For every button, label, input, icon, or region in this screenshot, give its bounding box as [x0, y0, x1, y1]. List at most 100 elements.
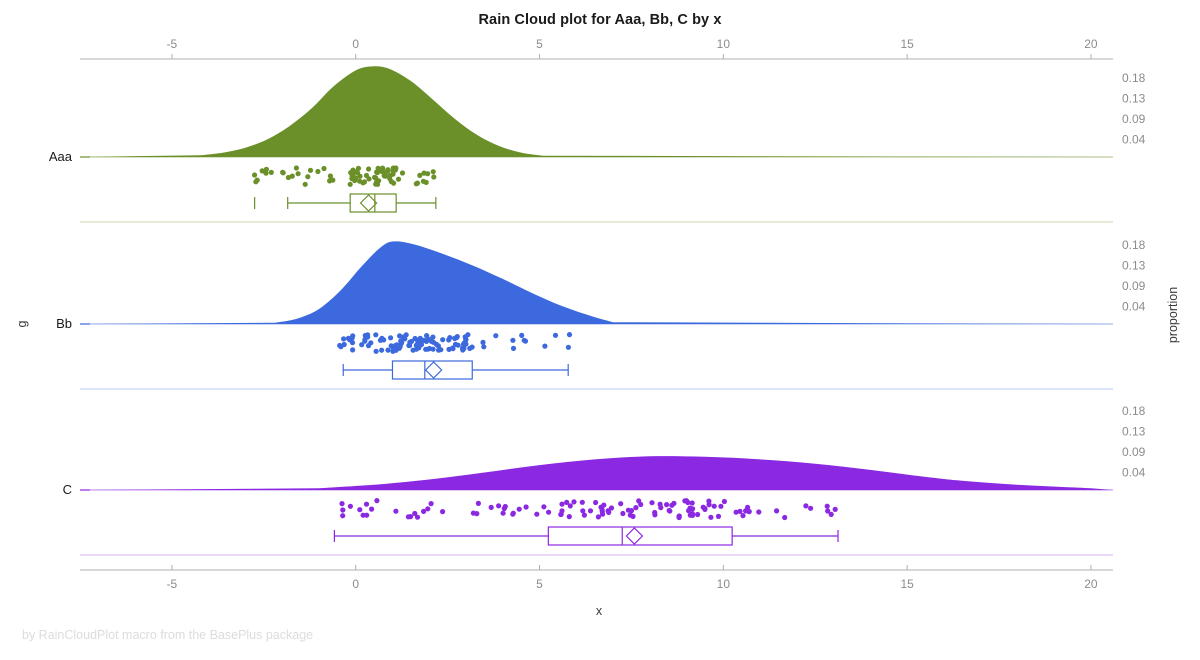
rain-dot — [363, 501, 370, 507]
group-axis-label: Bb — [56, 316, 72, 331]
rain-dot — [385, 167, 391, 173]
rain-dot — [398, 338, 404, 344]
rain-dot — [347, 181, 353, 187]
rain-dot — [263, 170, 269, 176]
rain-dot — [658, 505, 664, 511]
x-tick-label: 20 — [1084, 37, 1098, 51]
rain-dot — [374, 498, 380, 504]
x-tick-label: 0 — [352, 37, 359, 51]
rain-dot — [349, 335, 355, 341]
mean-diamond-marker — [424, 361, 443, 379]
rain-dot — [253, 179, 259, 185]
rain-dot — [534, 511, 540, 517]
right-axis-title: proportion — [1166, 287, 1180, 343]
group-Bb: Bb 0.18 0.13 0.09 0.04 — [56, 238, 1146, 390]
rain-dot — [567, 503, 573, 509]
x-tick-label: 0 — [352, 577, 359, 591]
rain-dot — [825, 508, 831, 514]
rain-dot — [803, 503, 809, 509]
rain-dot — [633, 505, 639, 511]
rain-dot — [348, 170, 354, 176]
rain-dot — [381, 337, 387, 343]
rain-dot — [606, 509, 612, 515]
rain-dot — [510, 511, 516, 517]
rain-dot — [414, 514, 421, 520]
rain-dot — [686, 508, 692, 514]
rain-dot — [566, 514, 572, 520]
rain-dot — [365, 334, 371, 340]
rain-dots — [252, 165, 437, 187]
rain-dot — [480, 339, 486, 345]
mean-diamond-marker — [359, 194, 378, 212]
rain-dot — [465, 332, 471, 338]
rain-dot — [667, 508, 673, 514]
rain-dot — [440, 509, 446, 515]
rain-dot — [436, 347, 442, 353]
rain-dot — [715, 513, 722, 520]
proportion-tick-label: 0.18 — [1122, 71, 1146, 85]
rain-dot — [669, 502, 675, 508]
rain-dot — [364, 512, 370, 518]
rain-dot — [502, 503, 508, 510]
rain-dot — [706, 502, 712, 508]
rain-dot — [446, 346, 452, 352]
x-tick-label: -5 — [167, 37, 178, 51]
rain-dot — [289, 173, 295, 179]
proportion-tick-label: 0.18 — [1122, 238, 1146, 252]
rain-dot — [664, 502, 670, 508]
rain-dot — [307, 167, 314, 173]
rain-dot — [379, 347, 385, 353]
mean-diamond-marker — [625, 527, 644, 545]
rain-dot — [542, 343, 548, 349]
rain-dot — [379, 168, 385, 174]
rain-dot — [522, 338, 529, 344]
rain-dot — [581, 512, 588, 518]
rain-dot — [407, 342, 413, 349]
group-axis-label: C — [63, 482, 72, 497]
rain-dot — [452, 335, 458, 342]
rain-dot — [566, 332, 573, 338]
rain-dot — [365, 343, 372, 349]
rain-dot — [689, 500, 695, 506]
rain-dot — [600, 511, 606, 517]
rain-dot — [412, 510, 418, 517]
rain-dot — [649, 500, 655, 506]
outlier-dot — [252, 172, 258, 178]
rain-dot — [682, 498, 688, 504]
x-tick-label: 10 — [717, 577, 731, 591]
y-axis-title: g — [15, 320, 29, 327]
rain-dot — [327, 178, 333, 184]
proportion-tick-label: 0.13 — [1122, 92, 1146, 106]
rain-dot — [341, 336, 347, 342]
rain-dot — [516, 506, 522, 512]
x-tick-label: -5 — [167, 577, 178, 591]
rain-dot — [628, 508, 635, 514]
rain-dot — [352, 177, 358, 184]
group-Aaa: Aaa 0.18 0.13 0.09 0.04 — [49, 66, 1146, 223]
x-axis-top: -5 0 5 10 15 20 — [80, 37, 1113, 60]
rain-dot — [496, 503, 502, 509]
proportion-tick-label: 0.09 — [1122, 279, 1146, 293]
rain-dot — [460, 341, 467, 347]
rain-dot — [285, 174, 291, 181]
rain-dot — [461, 345, 467, 351]
rain-dot — [481, 344, 487, 350]
rain-dots — [339, 498, 838, 521]
rain-dot — [519, 332, 525, 338]
rain-dot — [373, 348, 379, 354]
rain-dot — [259, 168, 265, 174]
density-cloud — [80, 66, 1113, 157]
rain-dot — [366, 176, 372, 182]
rain-dot — [402, 336, 408, 342]
proportion-tick-label: 0.04 — [1122, 300, 1146, 314]
rain-dot — [598, 504, 604, 510]
rain-dot — [676, 513, 682, 520]
rain-dot — [390, 344, 396, 351]
rain-dot — [552, 332, 559, 338]
rain-dot — [510, 337, 516, 343]
rain-dot — [546, 509, 552, 515]
rain-dot — [413, 342, 419, 348]
rain-dot — [315, 168, 321, 175]
rain-dot — [394, 342, 400, 348]
rain-dot — [305, 174, 311, 180]
